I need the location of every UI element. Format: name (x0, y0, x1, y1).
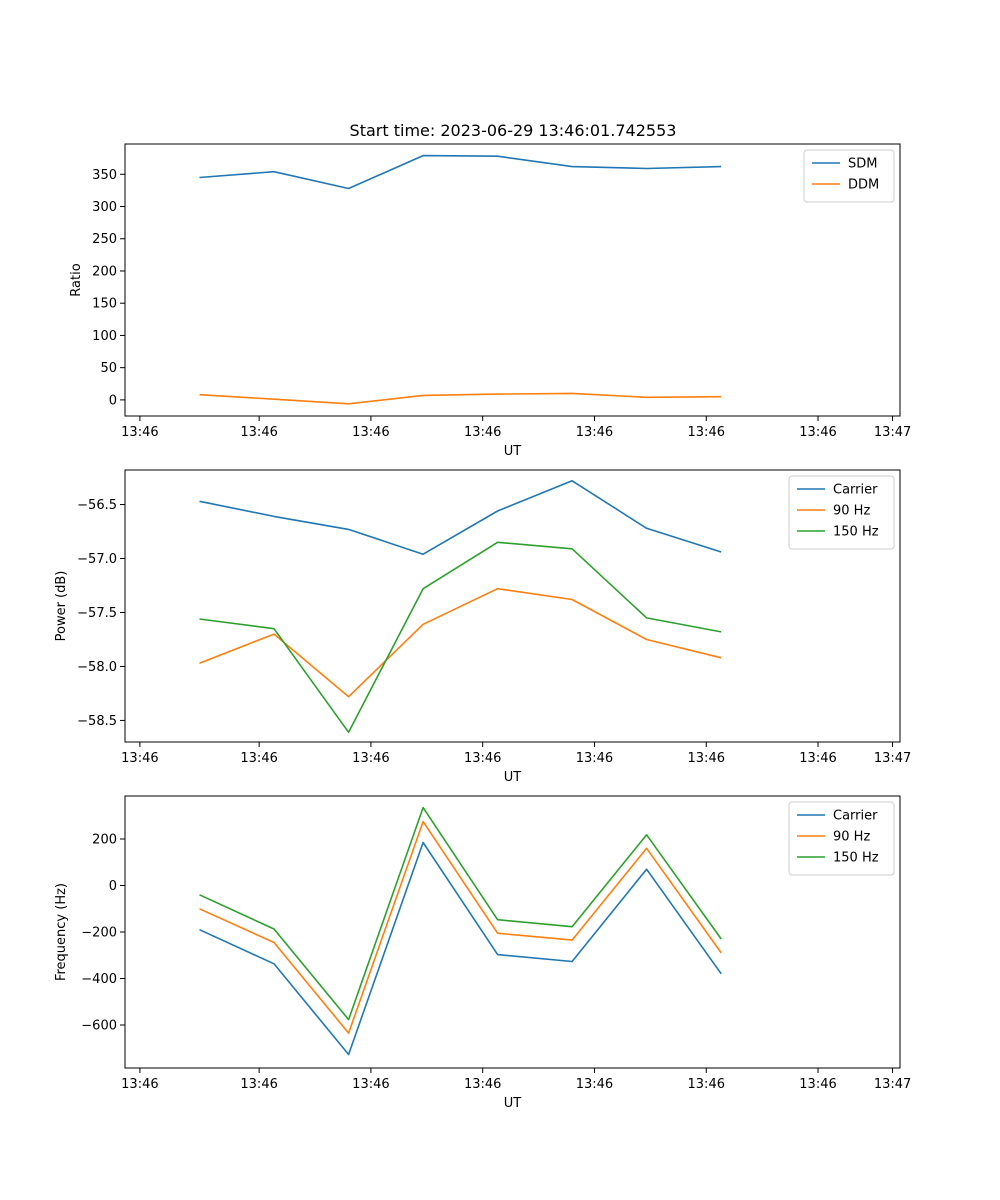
x-tick-label: 13:46 (688, 1077, 725, 1092)
x-tick-label: 13:46 (576, 751, 613, 766)
x-tick-label: 13:46 (121, 1077, 158, 1092)
legend-label: SDM (848, 157, 877, 172)
x-axis-label: UT (504, 770, 522, 785)
legend: SDM DDM (803, 149, 895, 203)
series-line-ddm (199, 392, 722, 405)
x-tick-label: 13:46 (576, 425, 613, 440)
x-tick-label: 13:46 (352, 751, 389, 766)
x-tick-label: 13:47 (874, 1077, 911, 1092)
y-tick-label: −58.5 (77, 714, 117, 729)
y-tick-label: 350 (92, 168, 117, 183)
chart-panel-3: 13:46 13:46 13:46 13:46 13:46 13:46 13:46 13:47… (54, 795, 911, 1111)
y-tick-label: −200 (81, 926, 117, 941)
series-line-150-hz (199, 806, 722, 1021)
x-tick-label: 13:46 (688, 751, 725, 766)
x-tick-label: 13:46 (799, 1077, 836, 1092)
legend: Carrier 90 Hz 150 Hz (788, 801, 895, 876)
y-tick-label: −600 (81, 1018, 117, 1033)
series-line-carrier (199, 479, 722, 556)
y-tick-label: −57.0 (77, 552, 117, 567)
legend-label: 150 Hz (833, 851, 879, 866)
y-tick-label: 0 (109, 879, 117, 894)
x-tick-label: 13:46 (688, 425, 725, 440)
legend-label: 150 Hz (833, 525, 879, 540)
series-line-sdm (199, 154, 722, 190)
y-tick-label: −400 (81, 972, 117, 987)
x-tick-label: 13:46 (240, 751, 277, 766)
legend-label: Carrier (833, 809, 878, 824)
x-tick-label: 13:46 (240, 425, 277, 440)
series-line-150-hz (199, 541, 722, 734)
y-tick-label: −56.5 (77, 498, 117, 513)
axes-frame (124, 469, 901, 743)
y-axis-label: Frequency (Hz) (54, 883, 69, 981)
x-tick-label: 13:46 (576, 1077, 613, 1092)
x-tick-label: 13:47 (874, 751, 911, 766)
x-tick-label: 13:46 (240, 1077, 277, 1092)
y-tick-label: 250 (92, 232, 117, 247)
x-axis-label: UT (504, 1096, 522, 1111)
x-axis-label: UT (504, 444, 522, 459)
x-tick-label: 13:46 (121, 425, 158, 440)
chart-panel-1: 13:46 13:46 13:46 13:46 13:46 13:46 13:46 13:47… (69, 143, 911, 459)
y-tick-label: 200 (92, 833, 117, 848)
x-tick-label: 13:47 (874, 425, 911, 440)
y-tick-label: −58.0 (77, 660, 117, 675)
x-tick-label: 13:46 (352, 1077, 389, 1092)
x-tick-label: 13:46 (464, 425, 501, 440)
y-tick-label: 100 (92, 329, 117, 344)
legend-label: 90 Hz (833, 504, 870, 519)
y-tick-label: 0 (109, 393, 117, 408)
legend-label: 90 Hz (833, 830, 870, 845)
x-tick-label: 13:46 (352, 425, 389, 440)
series-line-90-hz (199, 820, 722, 1034)
chart-panels: 13:46 13:46 13:46 13:46 13:46 13:46 13:46 13:47… (54, 143, 911, 1111)
chart-panel-2: 13:46 13:46 13:46 13:46 13:46 13:46 13:46 13:47… (54, 469, 911, 785)
y-axis-label: Ratio (69, 263, 84, 296)
y-tick-label: 150 (92, 297, 117, 312)
axes-frame (124, 143, 901, 417)
x-tick-label: 13:46 (799, 751, 836, 766)
series-line-carrier (199, 841, 722, 1056)
x-tick-label: 13:46 (121, 751, 158, 766)
y-tick-label: 50 (100, 361, 117, 376)
figure-title: Start time: 2023-06-29 13:46:01.742553 (350, 121, 677, 140)
y-axis-label: Power (dB) (54, 571, 69, 642)
y-tick-label: −57.5 (77, 606, 117, 621)
y-tick-label: 200 (92, 264, 117, 279)
x-tick-label: 13:46 (464, 1077, 501, 1092)
x-tick-label: 13:46 (464, 751, 501, 766)
y-tick-label: 300 (92, 200, 117, 215)
x-tick-label: 13:46 (799, 425, 836, 440)
series-line-90-hz (199, 587, 722, 698)
legend-label: Carrier (833, 483, 878, 498)
legend-label: DDM (848, 178, 879, 193)
legend: Carrier 90 Hz 150 Hz (788, 475, 895, 550)
